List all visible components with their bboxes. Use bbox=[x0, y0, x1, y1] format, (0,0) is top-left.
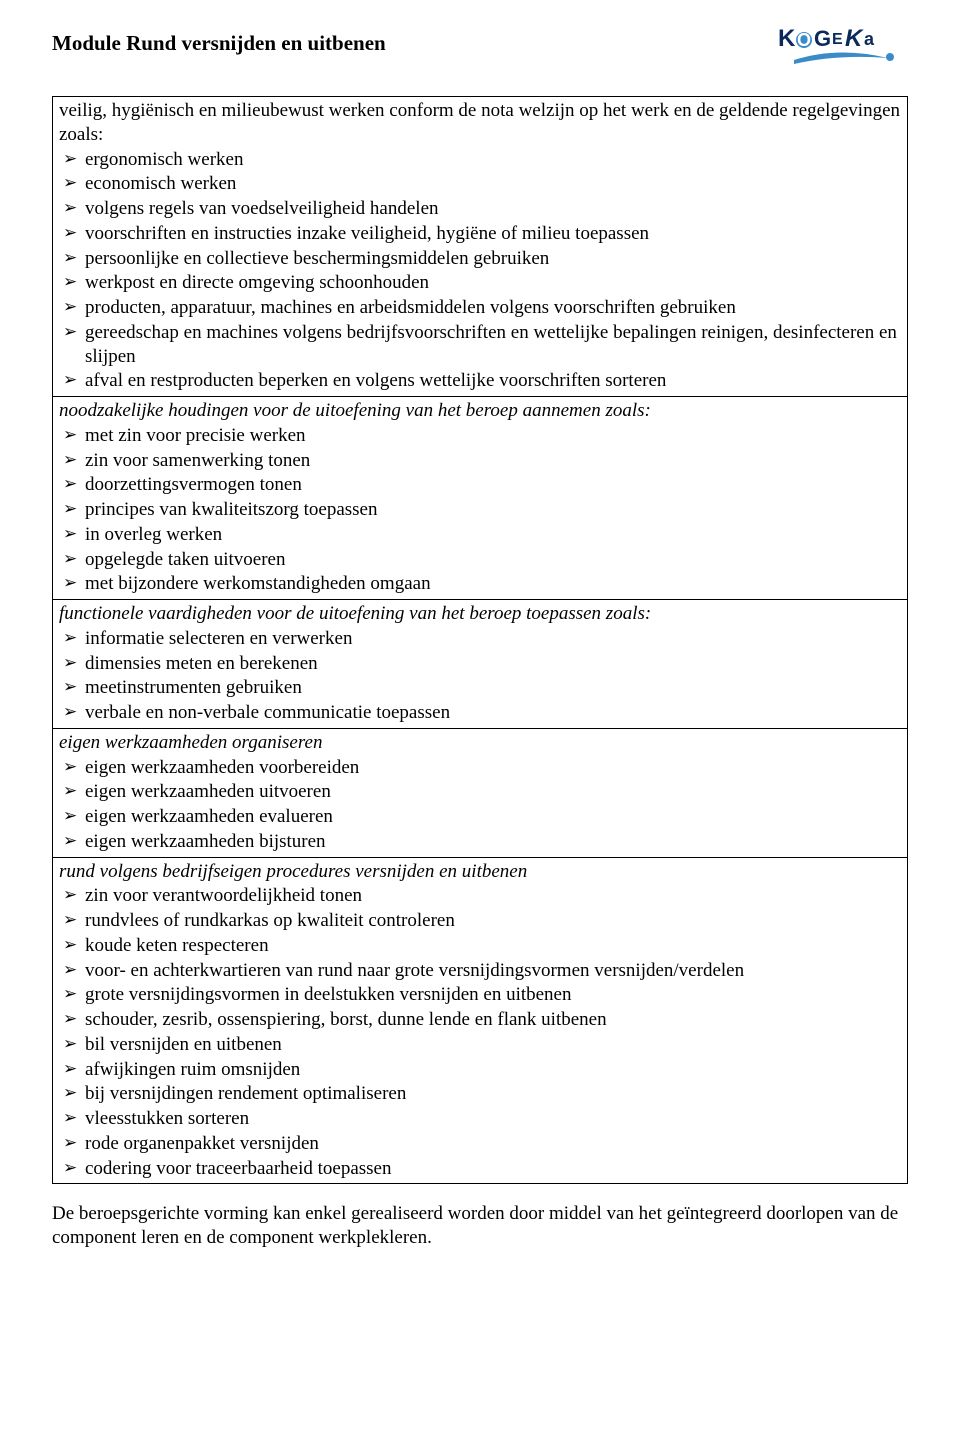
list-item: afval en restproducten beperken en volge… bbox=[85, 369, 901, 394]
list-item: eigen werkzaamheden voorbereiden bbox=[85, 756, 901, 781]
list-item: informatie selecteren en verwerken bbox=[85, 627, 901, 652]
svg-text:K: K bbox=[845, 25, 864, 52]
section: rund volgens bedrijfseigen procedures ve… bbox=[53, 858, 907, 1184]
list-item: met zin voor precisie werken bbox=[85, 424, 901, 449]
section-list: informatie selecteren en verwerkendimens… bbox=[59, 627, 901, 726]
list-item: opgelegde taken uitvoeren bbox=[85, 548, 901, 573]
svg-text:K: K bbox=[778, 25, 796, 52]
list-item: werkpost en directe omgeving schoonhoude… bbox=[85, 271, 901, 296]
list-item: voorschriften en instructies inzake veil… bbox=[85, 222, 901, 247]
section: functionele vaardigheden voor de uitoefe… bbox=[53, 600, 907, 729]
list-item: afwijkingen ruim omsnijden bbox=[85, 1058, 901, 1083]
list-item: koude keten respecteren bbox=[85, 934, 901, 959]
list-item: persoonlijke en collectieve beschermings… bbox=[85, 247, 901, 272]
list-item: eigen werkzaamheden bijsturen bbox=[85, 830, 901, 855]
list-item: rode organenpakket versnijden bbox=[85, 1132, 901, 1157]
svg-text:a: a bbox=[864, 29, 875, 49]
footer-paragraph: De beroepsgerichte vorming kan enkel ger… bbox=[52, 1202, 908, 1250]
list-item: meetinstrumenten gebruiken bbox=[85, 676, 901, 701]
list-item: voor- en achterkwartieren van rund naar … bbox=[85, 959, 901, 984]
list-item: in overleg werken bbox=[85, 523, 901, 548]
section-intro: noodzakelijke houdingen voor de uitoefen… bbox=[59, 399, 901, 424]
list-item: zin voor verantwoordelijkheid tonen bbox=[85, 884, 901, 909]
kogeka-logo: K O G E K a bbox=[778, 24, 908, 82]
list-item: economisch werken bbox=[85, 172, 901, 197]
list-item: eigen werkzaamheden evalueren bbox=[85, 805, 901, 830]
list-item: schouder, zesrib, ossenspiering, borst, … bbox=[85, 1008, 901, 1033]
section-list: eigen werkzaamheden voorbereideneigen we… bbox=[59, 756, 901, 855]
list-item: ergonomisch werken bbox=[85, 148, 901, 173]
section: veilig, hygiënisch en milieubewust werke… bbox=[53, 97, 907, 397]
section: eigen werkzaamheden organisereneigen wer… bbox=[53, 729, 907, 858]
svg-text:E: E bbox=[832, 31, 843, 48]
list-item: verbale en non-verbale communicatie toep… bbox=[85, 701, 901, 726]
section-intro: veilig, hygiënisch en milieubewust werke… bbox=[59, 99, 901, 148]
list-item: principes van kwaliteitszorg toepassen bbox=[85, 498, 901, 523]
section-list: met zin voor precisie werkenzin voor sam… bbox=[59, 424, 901, 597]
page-title: Module Rund versnijden en uitbenen bbox=[52, 30, 386, 56]
list-item: zin voor samenwerking tonen bbox=[85, 449, 901, 474]
list-item: codering voor traceerbaarheid toepassen bbox=[85, 1157, 901, 1182]
list-item: vleesstukken sorteren bbox=[85, 1107, 901, 1132]
section-list: ergonomisch werkeneconomisch werkenvolge… bbox=[59, 148, 901, 395]
list-item: gereedschap en machines volgens bedrijfs… bbox=[85, 321, 901, 370]
list-item: producten, apparatuur, machines en arbei… bbox=[85, 296, 901, 321]
svg-text:O: O bbox=[797, 30, 811, 50]
svg-text:G: G bbox=[814, 26, 831, 51]
list-item: grote versnijdingsvormen in deelstukken … bbox=[85, 983, 901, 1008]
section-intro: rund volgens bedrijfseigen procedures ve… bbox=[59, 860, 901, 885]
list-item: doorzettingsvermogen tonen bbox=[85, 473, 901, 498]
content-table: veilig, hygiënisch en milieubewust werke… bbox=[52, 96, 908, 1184]
section: noodzakelijke houdingen voor de uitoefen… bbox=[53, 397, 907, 600]
list-item: rundvlees of rundkarkas op kwaliteit con… bbox=[85, 909, 901, 934]
section-list: zin voor verantwoordelijkheid tonenrundv… bbox=[59, 884, 901, 1181]
section-intro: functionele vaardigheden voor de uitoefe… bbox=[59, 602, 901, 627]
list-item: bij versnijdingen rendement optimalisere… bbox=[85, 1082, 901, 1107]
list-item: bil versnijden en uitbenen bbox=[85, 1033, 901, 1058]
section-intro: eigen werkzaamheden organiseren bbox=[59, 731, 901, 756]
list-item: eigen werkzaamheden uitvoeren bbox=[85, 780, 901, 805]
list-item: dimensies meten en berekenen bbox=[85, 652, 901, 677]
list-item: volgens regels van voedselveiligheid han… bbox=[85, 197, 901, 222]
list-item: met bijzondere werkomstandigheden omgaan bbox=[85, 572, 901, 597]
